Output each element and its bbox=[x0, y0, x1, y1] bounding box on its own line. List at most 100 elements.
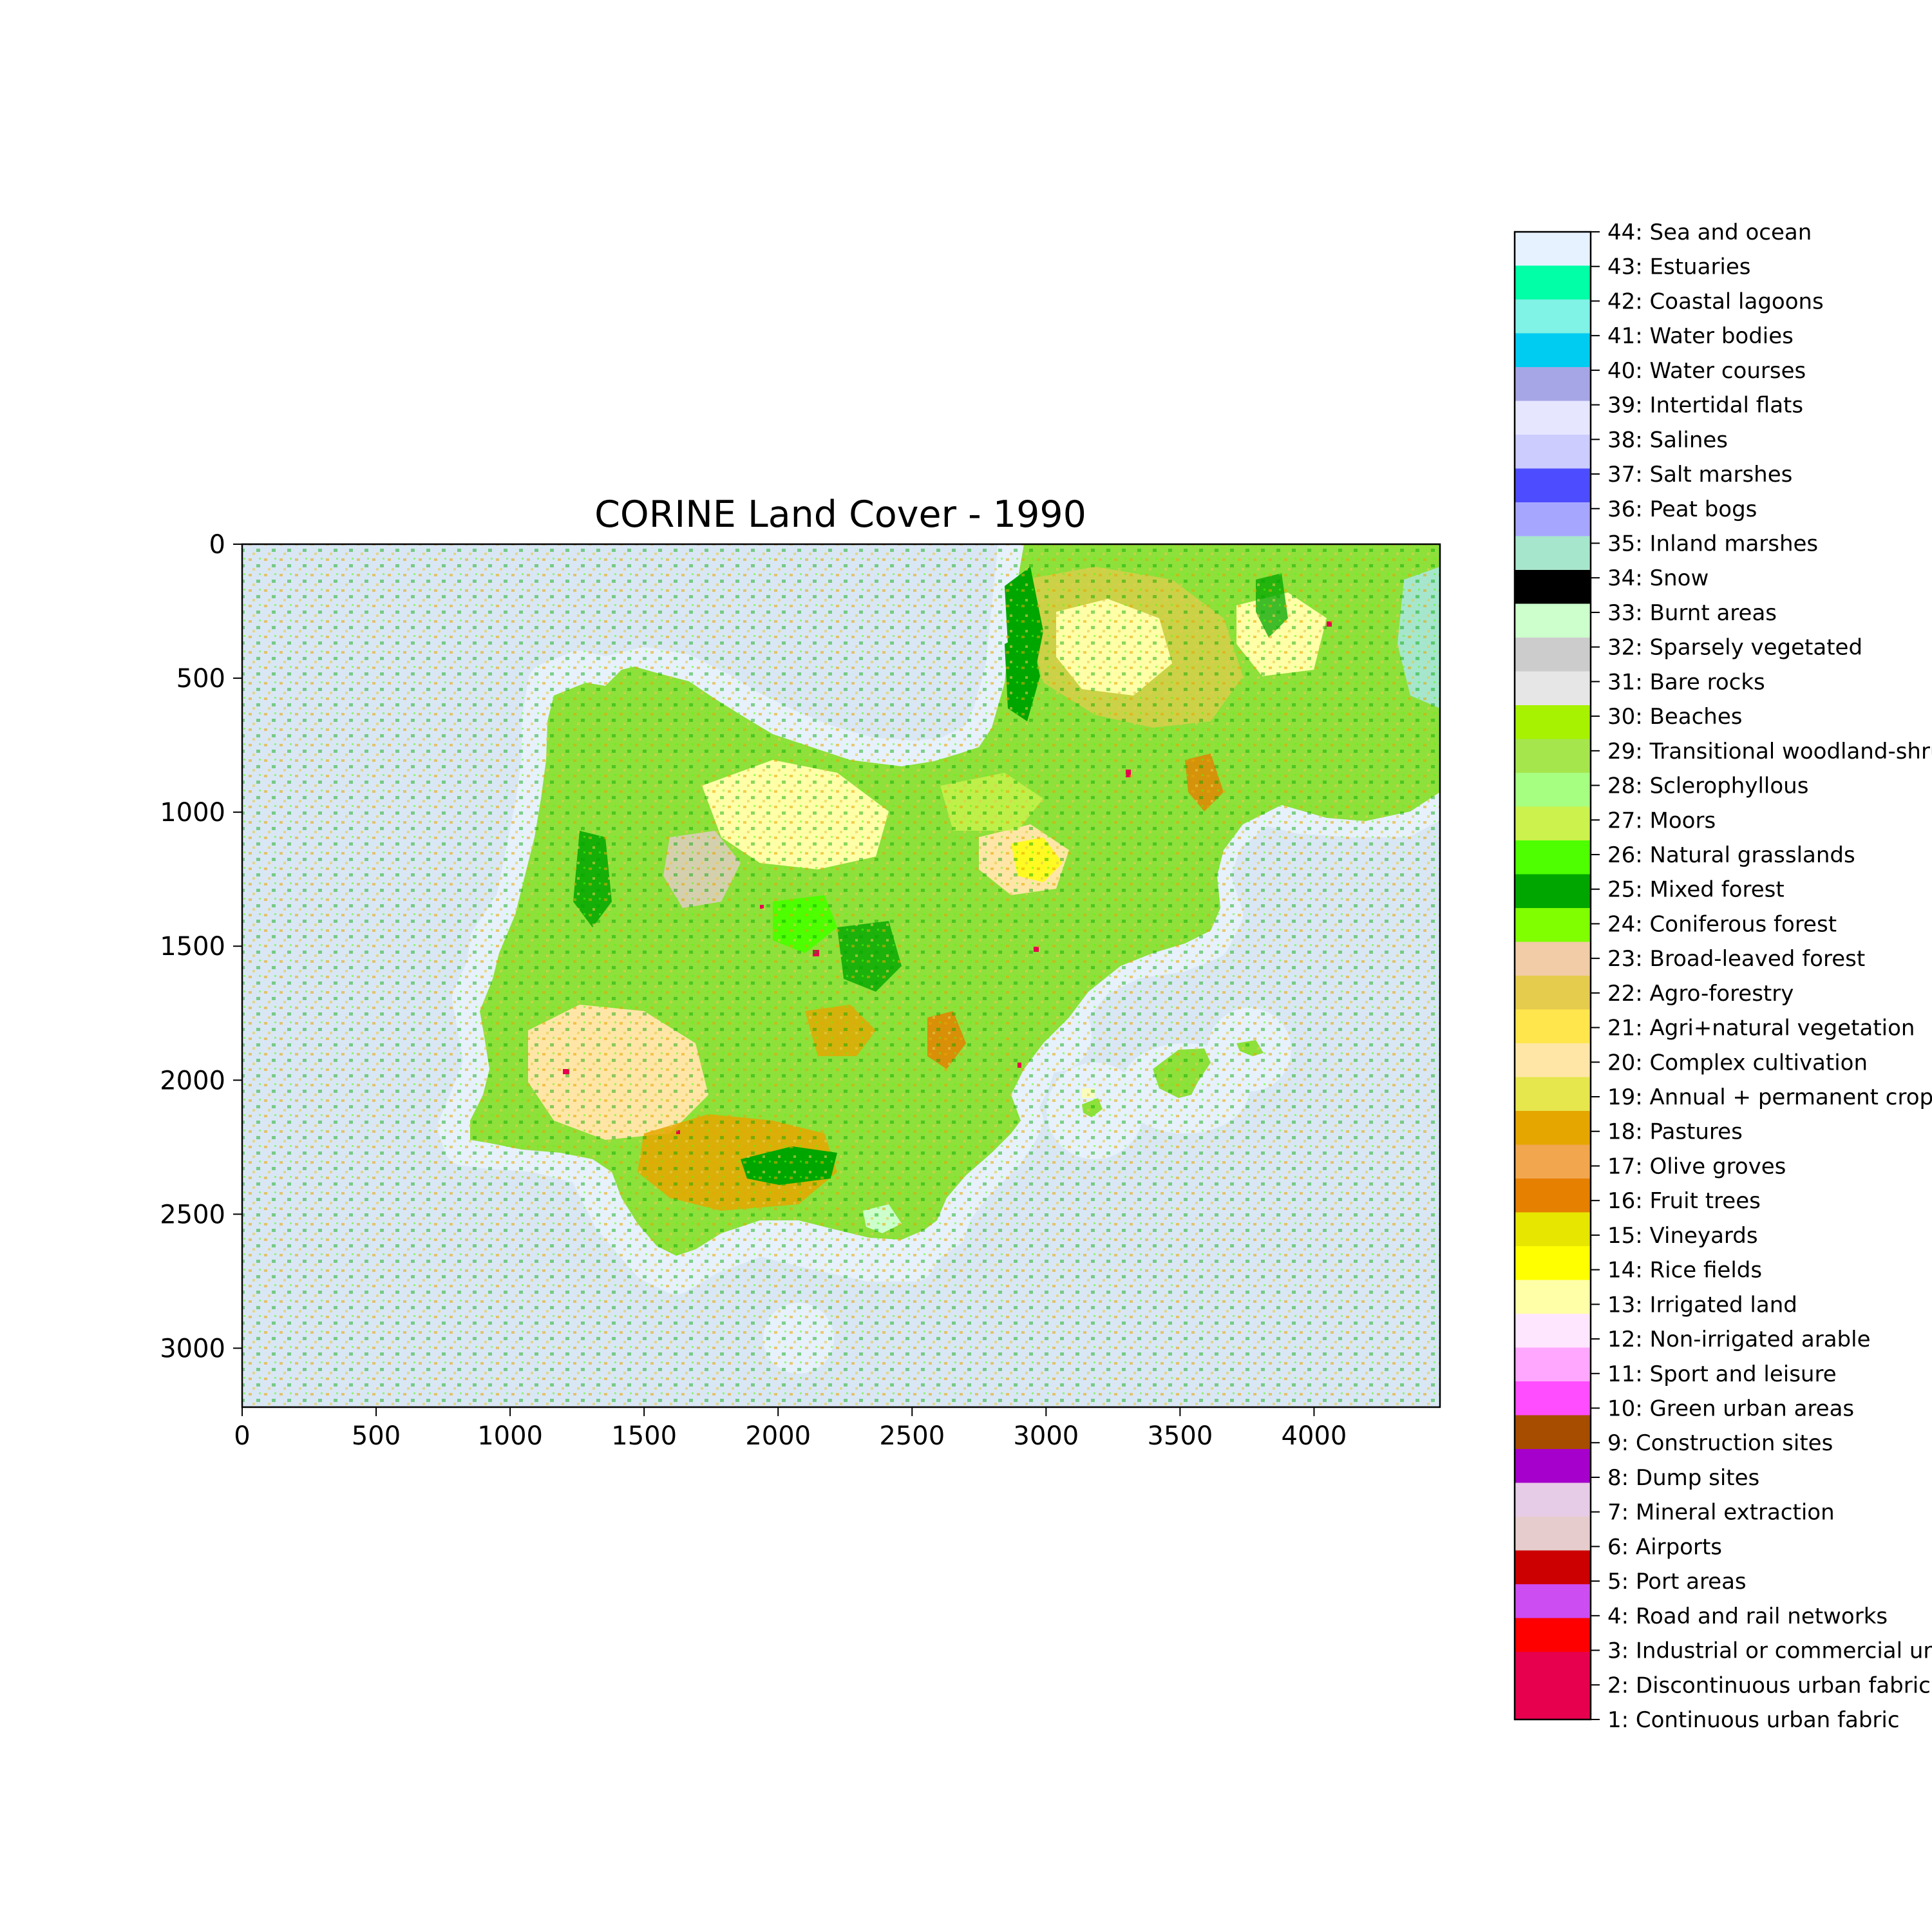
x-tick-label: 1500 bbox=[611, 1421, 677, 1451]
legend-label: 42: Coastal lagoons bbox=[1607, 289, 1824, 314]
y-tick-label: 500 bbox=[176, 664, 225, 694]
legend-label: 44: Sea and ocean bbox=[1607, 220, 1812, 245]
legend-label: 38: Salines bbox=[1607, 427, 1728, 453]
land-cover-patches bbox=[242, 544, 1440, 1407]
y-axis: 0 500 1000 1500 2000 2500 3000 bbox=[160, 530, 242, 1363]
colorbar-swatch bbox=[1515, 908, 1591, 943]
colorbar-swatch bbox=[1515, 536, 1591, 571]
colorbar-swatch bbox=[1515, 468, 1591, 503]
colorbar-swatch bbox=[1515, 705, 1591, 740]
x-axis: 0 500 1000 1500 2000 2500 3000 3500 4000 bbox=[234, 1407, 1347, 1451]
y-tick-label: 2000 bbox=[160, 1066, 225, 1095]
legend-label: 16: Fruit trees bbox=[1607, 1188, 1761, 1214]
legend-label: 14: Rice fields bbox=[1607, 1258, 1762, 1283]
colorbar-frame bbox=[1513, 231, 1592, 1721]
colorbar-swatch bbox=[1515, 1144, 1591, 1179]
colorbar-swatch bbox=[1515, 367, 1591, 402]
legend-label: 39: Intertidal flats bbox=[1607, 393, 1803, 419]
legend-label: 13: Irrigated land bbox=[1607, 1292, 1797, 1318]
legend-label: 31: Bare rocks bbox=[1607, 669, 1765, 695]
legend-label: 12: Non-irrigated arable bbox=[1607, 1327, 1870, 1352]
x-tick-label: 3000 bbox=[1013, 1421, 1079, 1451]
colorbar-swatch bbox=[1515, 299, 1591, 334]
axes-frame bbox=[241, 543, 1441, 1408]
colorbar-swatch bbox=[1515, 265, 1591, 300]
colorbar-swatch bbox=[1515, 1449, 1591, 1484]
legend-label: 18: Pastures bbox=[1607, 1119, 1743, 1145]
legend-label: 15: Vineyards bbox=[1607, 1223, 1758, 1249]
x-tick-label: 2000 bbox=[745, 1421, 811, 1451]
colorbar-swatch bbox=[1515, 232, 1591, 267]
colorbar-swatch bbox=[1515, 840, 1591, 875]
x-tick-label: 3500 bbox=[1147, 1421, 1213, 1451]
legend-label: 33: Burnt areas bbox=[1607, 600, 1777, 626]
legend-label: 36: Peat bogs bbox=[1607, 497, 1757, 522]
legend-label: 5: Port areas bbox=[1607, 1569, 1747, 1595]
legend-label: 35: Inland marshes bbox=[1607, 531, 1818, 556]
legend-label: 11: Sport and leisure bbox=[1607, 1361, 1837, 1387]
legend-label: 19: Annual + permanent crops bbox=[1607, 1084, 1932, 1110]
colorbar-swatch bbox=[1515, 1314, 1591, 1349]
legend-label: 32: Sparsely vegetated bbox=[1607, 635, 1862, 661]
legend-label: 40: Water courses bbox=[1607, 358, 1806, 384]
y-tick-label: 0 bbox=[209, 530, 225, 560]
colorbar-swatch bbox=[1515, 1009, 1591, 1044]
legend-label: 7: Mineral extraction bbox=[1607, 1500, 1835, 1526]
legend-label: 41: Water bodies bbox=[1607, 323, 1794, 349]
colorbar-swatch bbox=[1515, 1043, 1591, 1078]
colorbar-swatch bbox=[1515, 1550, 1591, 1585]
colorbar-swatch bbox=[1515, 1584, 1591, 1619]
legend-label: 2: Discontinuous urban fabric bbox=[1607, 1672, 1931, 1698]
colorbar-swatch bbox=[1515, 1618, 1591, 1653]
colorbar-swatch bbox=[1515, 1482, 1591, 1517]
legend-label: 17: Olive groves bbox=[1607, 1153, 1786, 1179]
y-tick-label: 3000 bbox=[160, 1334, 225, 1363]
legend-label: 22: Agro-forestry bbox=[1607, 981, 1794, 1007]
legend-label: 29: Transitional woodland-shrub bbox=[1607, 739, 1932, 764]
legend-label: 24: Coniferous forest bbox=[1607, 911, 1837, 937]
legend-label: 8: Dump sites bbox=[1607, 1465, 1759, 1491]
colorbar-swatch bbox=[1515, 806, 1591, 841]
legend-label: 34: Snow bbox=[1607, 565, 1709, 591]
legend-label: 1: Continuous urban fabric bbox=[1607, 1707, 1900, 1733]
colorbar-swatch bbox=[1515, 976, 1591, 1010]
colorbar-swatch bbox=[1515, 1212, 1591, 1247]
legend-label: 28: Sclerophyllous bbox=[1607, 773, 1808, 799]
legend-label: 37: Salt marshes bbox=[1607, 462, 1792, 488]
x-tick-label: 500 bbox=[352, 1421, 401, 1451]
legend-label: 4: Road and rail networks bbox=[1607, 1604, 1888, 1629]
y-tick-label: 2500 bbox=[160, 1200, 225, 1229]
colorbar-swatch bbox=[1515, 1179, 1591, 1213]
legend-label: 23: Broad-leaved forest bbox=[1607, 946, 1865, 972]
x-tick-label: 0 bbox=[234, 1421, 250, 1451]
colorbar-swatch bbox=[1515, 1517, 1591, 1551]
colorbar-swatch bbox=[1515, 1347, 1591, 1382]
y-tick-label: 1000 bbox=[160, 798, 225, 828]
legend-label: 26: Natural grasslands bbox=[1607, 842, 1855, 868]
colorbar-swatch bbox=[1515, 739, 1591, 773]
colorbar-swatch bbox=[1515, 435, 1591, 469]
x-tick-label: 2500 bbox=[879, 1421, 945, 1451]
colorbar-swatch bbox=[1515, 1381, 1591, 1416]
colorbar-swatch bbox=[1515, 502, 1591, 537]
colorbar-swatch bbox=[1515, 333, 1591, 368]
colorbar-swatch bbox=[1515, 874, 1591, 909]
map-title: CORINE Land Cover - 1990 bbox=[594, 493, 1086, 536]
legend-label: 27: Moors bbox=[1607, 808, 1716, 833]
legend-label: 6: Airports bbox=[1607, 1534, 1722, 1560]
colorbar-swatch bbox=[1515, 570, 1591, 605]
y-tick-label: 1500 bbox=[160, 932, 225, 961]
colorbar-swatch bbox=[1515, 1652, 1591, 1687]
map-area bbox=[242, 544, 1440, 1407]
legend-label: 25: Mixed forest bbox=[1607, 877, 1785, 903]
colorbar-swatch bbox=[1515, 638, 1591, 672]
legend-colorbar: 44: Sea and ocean 43: Estuaries 42: Coasta… bbox=[1513, 220, 1932, 1733]
colorbar-swatch bbox=[1515, 401, 1591, 435]
legend-label: 21: Agri+natural vegetation bbox=[1607, 1016, 1915, 1041]
colorbar-swatch bbox=[1515, 671, 1591, 706]
colorbar-swatch bbox=[1515, 603, 1591, 638]
x-tick-label: 4000 bbox=[1282, 1421, 1347, 1451]
legend-label: 9: Construction sites bbox=[1607, 1430, 1833, 1456]
colorbar-swatch bbox=[1515, 1280, 1591, 1314]
